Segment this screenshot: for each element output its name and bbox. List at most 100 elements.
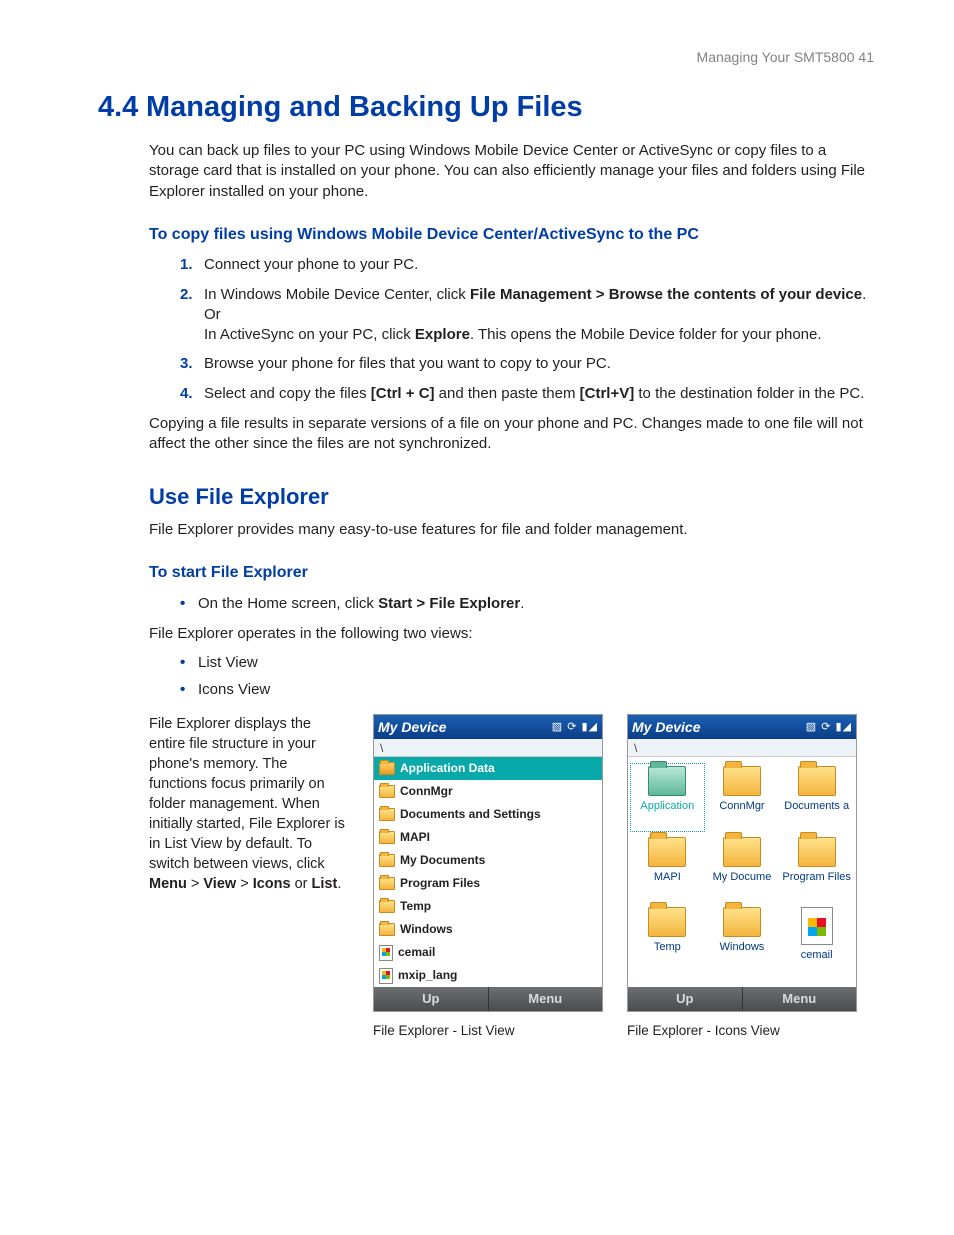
softkey-up[interactable]: Up bbox=[628, 987, 743, 1011]
list-row[interactable]: My Documents bbox=[374, 849, 602, 872]
folder-icon bbox=[723, 766, 761, 796]
list-body: Application Data ConnMgr Documents and Set… bbox=[374, 757, 602, 987]
list-row[interactable]: mxip_lang bbox=[374, 964, 602, 987]
icon-label: ConnMgr bbox=[719, 799, 764, 814]
icons-view-caption: File Explorer - Icons View bbox=[627, 1022, 857, 1040]
icons-view-screenshot: My Device ▧ ⟳ ▮◢ \ Application ConnMgr Doc… bbox=[627, 714, 857, 1040]
list-row[interactable]: Temp bbox=[374, 895, 602, 918]
start-fe-list: On the Home screen, click Start > File E… bbox=[180, 594, 868, 614]
icon-cell[interactable]: MAPI bbox=[630, 834, 705, 903]
start-fe-item: On the Home screen, click Start > File E… bbox=[180, 594, 868, 614]
copy-note: Copying a file results in separate versi… bbox=[149, 414, 868, 455]
copy-files-heading: To copy files using Windows Mobile Devic… bbox=[149, 224, 868, 246]
folder-icon bbox=[723, 907, 761, 937]
folder-icon bbox=[379, 877, 395, 890]
start-fe-heading: To start File Explorer bbox=[149, 562, 868, 584]
icon-cell[interactable]: Program Files bbox=[779, 834, 854, 903]
folder-icon bbox=[648, 837, 686, 867]
softkey-up[interactable]: Up bbox=[374, 987, 489, 1011]
step-4: 4. Select and copy the files [Ctrl + C] … bbox=[180, 384, 868, 404]
list-item-label: ConnMgr bbox=[400, 783, 453, 799]
path-bar: \ bbox=[374, 739, 602, 757]
icon-label: Application bbox=[640, 799, 694, 814]
list-row[interactable]: MAPI bbox=[374, 826, 602, 849]
icon-label: MAPI bbox=[654, 870, 681, 885]
softkey-bar: Up Menu bbox=[628, 987, 856, 1011]
list-row[interactable]: Windows bbox=[374, 918, 602, 941]
step-1: 1.Connect your phone to your PC. bbox=[180, 255, 868, 275]
icon-label: Windows bbox=[720, 940, 765, 955]
step-2-text: In Windows Mobile Device Center, click F… bbox=[204, 286, 866, 344]
folder-icon bbox=[379, 854, 395, 867]
list-row[interactable]: Documents and Settings bbox=[374, 803, 602, 826]
file-icon bbox=[379, 968, 393, 984]
folder-icon bbox=[379, 831, 395, 844]
ufe-intro: File Explorer provides many easy-to-use … bbox=[149, 520, 868, 540]
icon-cell[interactable]: Documents a bbox=[779, 763, 854, 832]
list-item-label: mxip_lang bbox=[398, 967, 457, 983]
operates-text: File Explorer operates in the following … bbox=[149, 624, 868, 644]
path-bar: \ bbox=[628, 739, 856, 757]
icon-cell[interactable]: Application bbox=[630, 763, 705, 832]
list-item-label: Documents and Settings bbox=[400, 806, 541, 822]
section-title: Managing and Backing Up Files bbox=[146, 91, 583, 123]
icon-label: Program Files bbox=[782, 870, 850, 885]
phone-screen-list: My Device ▧ ⟳ ▮◢ \ Application Data ConnM… bbox=[373, 714, 603, 1012]
view-list-item: List View bbox=[180, 653, 868, 673]
folder-icon bbox=[379, 900, 395, 913]
softkey-bar: Up Menu bbox=[374, 987, 602, 1011]
icon-label: Temp bbox=[654, 940, 681, 955]
icon-cell[interactable]: Windows bbox=[705, 904, 780, 981]
titlebar-text: My Device bbox=[378, 718, 446, 737]
list-view-caption: File Explorer - List View bbox=[373, 1022, 603, 1040]
step-4-text: Select and copy the files [Ctrl + C] and… bbox=[204, 385, 864, 402]
icon-cell[interactable]: cemail bbox=[779, 904, 854, 981]
step-2: 2. In Windows Mobile Device Center, clic… bbox=[180, 285, 868, 346]
status-icons: ▧ ⟳ ▮◢ bbox=[806, 720, 852, 735]
folder-icon bbox=[798, 837, 836, 867]
list-item-label: Temp bbox=[400, 898, 431, 914]
list-item-label: My Documents bbox=[400, 852, 485, 868]
step-1-text: Connect your phone to your PC. bbox=[204, 256, 418, 273]
folder-icon bbox=[379, 923, 395, 936]
list-row[interactable]: Program Files bbox=[374, 872, 602, 895]
section-heading: 4.4Managing and Backing Up Files bbox=[98, 88, 868, 127]
icon-label: Documents a bbox=[784, 799, 849, 814]
titlebar: My Device ▧ ⟳ ▮◢ bbox=[628, 715, 856, 739]
status-icons: ▧ ⟳ ▮◢ bbox=[552, 720, 598, 735]
icon-cell[interactable]: ConnMgr bbox=[705, 763, 780, 832]
icon-cell[interactable]: My Docume bbox=[705, 834, 780, 903]
copy-steps-list: 1.Connect your phone to your PC. 2. In W… bbox=[180, 255, 868, 404]
folder-icon bbox=[648, 907, 686, 937]
explorer-figure-row: File Explorer displays the entire file s… bbox=[149, 714, 868, 1040]
view-icons-item: Icons View bbox=[180, 680, 868, 700]
folder-icon bbox=[379, 808, 395, 821]
icon-label: cemail bbox=[801, 948, 833, 963]
icon-cell[interactable]: Temp bbox=[630, 904, 705, 981]
explorer-description: File Explorer displays the entire file s… bbox=[149, 714, 349, 894]
list-item-label: MAPI bbox=[400, 829, 430, 845]
icons-body: Application ConnMgr Documents a MAPI My Docu… bbox=[628, 757, 856, 987]
folder-icon bbox=[798, 766, 836, 796]
list-row[interactable]: Application Data bbox=[374, 757, 602, 780]
section-number: 4.4 bbox=[98, 88, 146, 127]
views-list: List View Icons View bbox=[180, 653, 868, 701]
folder-icon bbox=[379, 762, 395, 775]
file-icon bbox=[379, 945, 393, 961]
list-item-label: Windows bbox=[400, 921, 453, 937]
use-file-explorer-heading: Use File Explorer bbox=[149, 482, 868, 512]
step-3: 3.Browse your phone for files that you w… bbox=[180, 354, 868, 374]
file-icon bbox=[801, 907, 833, 945]
intro-paragraph: You can back up files to your PC using W… bbox=[149, 141, 868, 202]
phone-screen-icons: My Device ▧ ⟳ ▮◢ \ Application ConnMgr Doc… bbox=[627, 714, 857, 1012]
icon-label: My Docume bbox=[713, 870, 772, 885]
titlebar-text: My Device bbox=[632, 718, 700, 737]
list-row[interactable]: cemail bbox=[374, 941, 602, 964]
list-row[interactable]: ConnMgr bbox=[374, 780, 602, 803]
folder-icon bbox=[723, 837, 761, 867]
list-item-label: cemail bbox=[398, 944, 435, 960]
list-view-screenshot: My Device ▧ ⟳ ▮◢ \ Application Data ConnM… bbox=[373, 714, 603, 1040]
softkey-menu[interactable]: Menu bbox=[489, 987, 603, 1011]
folder-open-icon bbox=[648, 766, 686, 796]
softkey-menu[interactable]: Menu bbox=[743, 987, 857, 1011]
